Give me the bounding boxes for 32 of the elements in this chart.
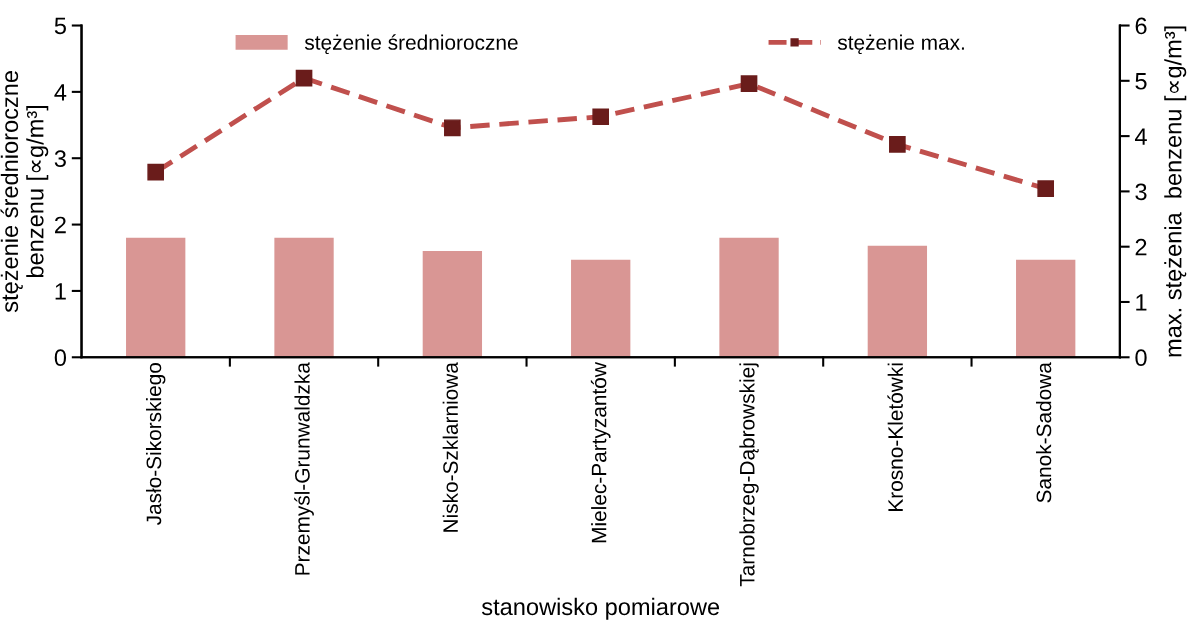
bar bbox=[1016, 259, 1076, 358]
legend-label: stężenie średnioroczne bbox=[304, 34, 518, 54]
bar bbox=[571, 259, 631, 358]
x-tick-label: Przemyśl-Grunwaldzka bbox=[294, 362, 314, 575]
x-tick-label: Nisko-Szklarniowa bbox=[442, 362, 458, 532]
x-tick-label: Mielec-Partyzantów bbox=[590, 362, 611, 543]
y2-axis-title: max. stężenia benzenu [∝g/m³] bbox=[1164, 26, 1187, 357]
y-tick-label: 3 bbox=[54, 150, 66, 168]
y2-tick-label: 2 bbox=[1135, 238, 1147, 256]
x-tick-label: Sanok-Sadowa bbox=[1035, 362, 1052, 503]
y-tick-label: 0 bbox=[54, 349, 67, 367]
y2-tick-label: 3 bbox=[1135, 183, 1147, 201]
y2-tick-label: 5 bbox=[1135, 73, 1147, 90]
bar bbox=[719, 237, 779, 358]
bar bbox=[274, 237, 334, 358]
y-tick-label: 5 bbox=[54, 17, 66, 35]
legend-label: stężenie max. bbox=[837, 34, 964, 54]
x-tick-label: Jasło-Sikorskiego bbox=[145, 363, 166, 526]
y-tick-label: 4 bbox=[54, 84, 67, 101]
y-tick-label: 1 bbox=[55, 283, 66, 300]
x-axis-title: stanowisko pomiarowe bbox=[481, 597, 720, 620]
bar bbox=[422, 251, 483, 358]
y2-tick-label: 6 bbox=[1135, 17, 1147, 35]
x-tick-label: Tarnobrzeg-Dąbrowskiej bbox=[739, 363, 759, 587]
x-tick-label: Krosno-Kletówki bbox=[887, 363, 903, 511]
y2-tick-label: 0 bbox=[1135, 349, 1147, 367]
y-tick-label: 2 bbox=[55, 216, 66, 234]
y-axis-title: stężenie średnioroczne benzenu [∝g/m³] bbox=[0, 71, 49, 313]
y2-tick-label: 4 bbox=[1134, 128, 1147, 145]
y2-tick-label: 1 bbox=[1136, 294, 1147, 311]
bar bbox=[867, 245, 928, 358]
bar bbox=[126, 237, 186, 358]
